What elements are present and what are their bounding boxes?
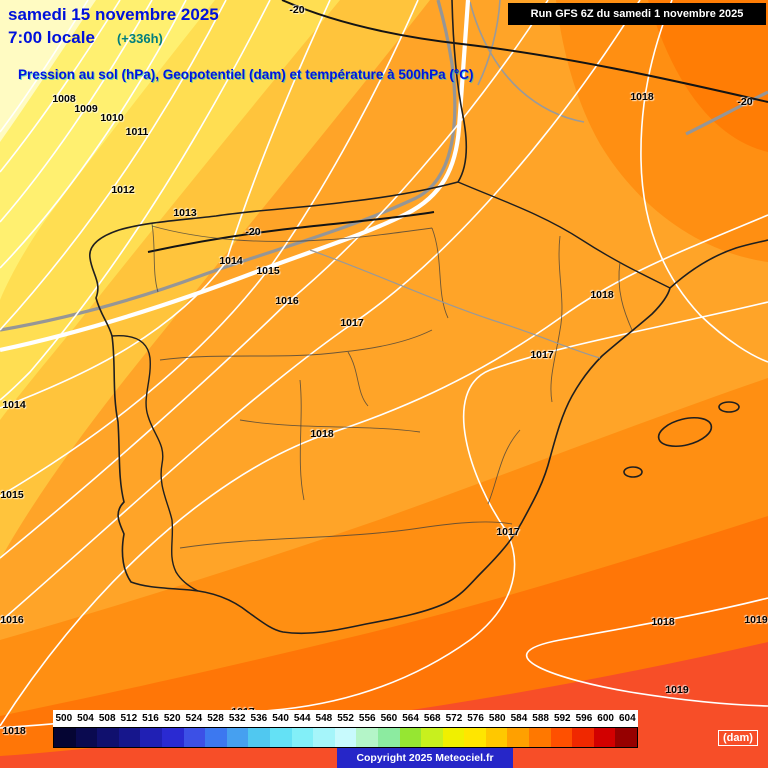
map-value-label: 1008 [52, 93, 76, 105]
legend-unit: (dam) [718, 730, 758, 746]
legend-value: 584 [510, 713, 528, 724]
map-value-label: 1017 [530, 349, 554, 361]
map-value-label: 1016 [275, 295, 299, 307]
forecast-time: 7:00 locale [8, 28, 95, 47]
model-run-info: Run GFS 6Z du samedi 1 novembre 2025 [508, 3, 766, 25]
legend-value: 512 [120, 713, 138, 724]
legend-value: 504 [77, 713, 94, 724]
legend-value: 516 [142, 713, 159, 724]
legend-color-cell [550, 728, 573, 747]
legend-value: 536 [250, 713, 268, 724]
geopotential-contour-lines [0, 0, 768, 332]
coastline-and-borders [89, 0, 768, 635]
legend-value: 568 [423, 713, 441, 724]
legend-value: 588 [532, 713, 549, 724]
map-value-label: 1012 [111, 184, 135, 196]
legend-color-bar [53, 727, 638, 748]
legend-color-cell [334, 728, 357, 747]
legend-color-cell [291, 728, 314, 747]
map-value-label: -20 [737, 96, 753, 108]
legend-color-cell [183, 728, 206, 747]
legend-value: 580 [488, 713, 506, 724]
map-title: Pression au sol (hPa), Geopotentiel (dam… [18, 67, 474, 82]
map-value-label: 1018 [630, 91, 654, 103]
legend-color-cell [464, 728, 486, 747]
temperature-contour-lines [147, 0, 768, 253]
map-value-label: 1011 [125, 126, 149, 138]
legend-color-cell [118, 728, 141, 747]
map-value-label: 1018 [651, 616, 675, 628]
legend-color-cell [593, 728, 616, 747]
legend-color-cell [399, 728, 422, 747]
legend-value: 540 [272, 713, 289, 724]
legend-color-cell [205, 728, 227, 747]
legend-color-cell [54, 728, 76, 747]
legend-color-cell [97, 728, 119, 747]
legend-color-cell [356, 728, 378, 747]
legend-value: 520 [163, 713, 181, 724]
legend-color-cell [226, 728, 249, 747]
map-value-label: 1015 [0, 489, 24, 501]
legend-scale-values: 500 504 508 512 516 520 524 528 532 536 540 544 548 5… [53, 710, 638, 727]
map-value-label: -20 [289, 4, 305, 16]
legend-color-cell [421, 728, 443, 747]
legend-value: 548 [315, 713, 333, 724]
map-value-label: 1013 [173, 207, 197, 219]
legend-color-cell [140, 728, 162, 747]
legend-value: 592 [553, 713, 571, 724]
map-value-label: 1014 [219, 255, 243, 267]
legend-value: 544 [293, 713, 311, 724]
legend-value: 508 [98, 713, 116, 724]
legend-value: 500 [55, 713, 73, 724]
legend-color-cell [485, 728, 508, 747]
legend-value: 528 [207, 713, 224, 724]
legend-color-cell [377, 728, 400, 747]
legend-color-cell [161, 728, 184, 747]
legend-value: 604 [618, 713, 636, 724]
legend-value: 524 [185, 713, 203, 724]
map-value-label: 1018 [2, 725, 26, 737]
legend-color-cell [615, 728, 638, 747]
map-value-label: 1015 [256, 265, 280, 277]
legend-color-cell [442, 728, 465, 747]
pressure-isobars [0, 0, 768, 729]
legend-value: 576 [467, 713, 484, 724]
map-value-label: 1009 [74, 103, 98, 115]
legend-color-cell [313, 728, 335, 747]
map-value-label: 1016 [0, 614, 24, 626]
map-value-label: 1014 [2, 399, 26, 411]
map-value-label: 1019 [744, 614, 768, 626]
legend-value: 596 [575, 713, 593, 724]
legend-value: 560 [380, 713, 398, 724]
legend-color-cell [572, 728, 594, 747]
map-value-label: 1017 [340, 317, 364, 329]
legend-color-cell [507, 728, 530, 747]
legend-value: 572 [445, 713, 463, 724]
map-value-label: 1018 [590, 289, 614, 301]
legend-color-cell [248, 728, 270, 747]
legend-value: 532 [228, 713, 246, 724]
forecast-date: samedi 15 novembre 2025 [8, 5, 219, 24]
legend-value: 552 [337, 713, 354, 724]
map-value-label: 1010 [100, 112, 124, 124]
legend-value: 600 [597, 713, 614, 724]
legend-color-cell [529, 728, 551, 747]
map-value-label: 1019 [665, 684, 689, 696]
balearic-islands [623, 401, 740, 478]
region-borders [151, 223, 633, 549]
map-value-label: 1018 [310, 428, 334, 440]
legend-color-cell [269, 728, 292, 747]
legend-value: 564 [402, 713, 419, 724]
map-value-label: 1017 [496, 526, 520, 538]
forecast-offset: (+336h) [116, 31, 163, 46]
forecast-time-row: 7:00 locale (+336h) [8, 28, 163, 48]
legend-value: 556 [358, 713, 376, 724]
map-value-label: -20 [245, 226, 261, 238]
copyright-bar: Copyright 2025 Meteociel.fr [337, 748, 513, 768]
legend-color-cell [75, 728, 98, 747]
